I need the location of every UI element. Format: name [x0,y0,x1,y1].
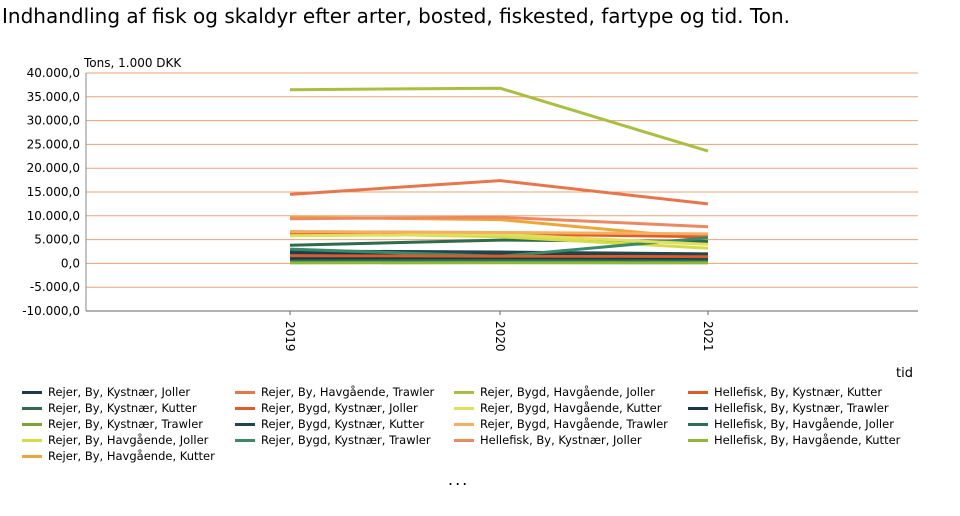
legend-label: Rejer, By, Havgående, Kutter [48,449,215,463]
legend-label: Hellefisk, By, Havgående, Kutter [714,433,901,447]
legend-swatch [688,423,708,426]
series-line[interactable] [289,232,709,246]
chart-title: Indhandling af fisk og skaldyr efter art… [2,4,790,28]
y-tick-label: 0,0 [61,256,80,270]
legend-label: Hellefisk, By, Havgående, Joller [714,417,894,431]
legend-item[interactable]: Rejer, Bygd, Havgående, Kutter [454,402,669,415]
legend-item[interactable]: Rejer, Bygd, Kystnær, Joller [235,402,450,415]
legend-item[interactable]: Rejer, Bygd, Kystnær, Trawler [235,434,450,447]
legend-swatch [22,455,42,458]
legend-item[interactable]: Hellefisk, By, Kystnær, Trawler [688,402,903,415]
legend-swatch [235,407,255,410]
legend: Rejer, By, Kystnær, Joller Rejer, By, Kys… [22,386,922,486]
legend-label: Rejer, Bygd, Kystnær, Joller [261,401,418,415]
legend-label: Hellefisk, By, Kystnær, Joller [480,433,642,447]
legend-swatch [454,423,474,426]
y-axis-unit-label: Tons, 1.000 DKK [84,56,182,70]
legend-label: Rejer, By, Kystnær, Joller [48,385,191,399]
legend-label: Hellefisk, By, Kystnær, Kutter [714,385,883,399]
legend-label: Rejer, Bygd, Kystnær, Kutter [261,417,425,431]
y-tick-label: -5.000,0 [30,280,80,294]
y-tick-label: 15.000,0 [27,185,80,199]
legend-item[interactable]: Rejer, Bygd, Havgående, Joller [454,386,669,399]
legend-label: Rejer, Bygd, Kystnær, Trawler [261,433,431,447]
legend-swatch [688,439,708,442]
y-tick-label: 35.000,0 [27,90,80,104]
legend-swatch [688,407,708,410]
legend-column: Rejer, By, Havgående, Trawler Rejer, Bygd… [235,386,450,450]
legend-label: Rejer, Bygd, Havgående, Kutter [480,401,662,415]
y-tick-label: 30.000,0 [27,114,80,128]
x-axis-title: tid [896,366,913,381]
legend-item[interactable]: Rejer, By, Havgående, Kutter [22,450,237,463]
legend-swatch [235,391,255,394]
legend-item[interactable]: Rejer, By, Kystnær, Joller [22,386,237,399]
x-tick-label: 2020 [493,321,507,352]
legend-item[interactable]: Rejer, Bygd, Havgående, Trawler [454,418,669,431]
legend-swatch [22,423,42,426]
legend-label: Rejer, By, Havgående, Trawler [261,385,435,399]
series-line[interactable] [289,179,709,206]
y-tick-label: 10.000,0 [27,209,80,223]
legend-label: Rejer, Bygd, Havgående, Trawler [480,417,668,431]
series-line[interactable] [289,215,709,229]
legend-column: Rejer, By, Kystnær, Joller Rejer, By, Kys… [22,386,237,466]
series-line[interactable] [289,86,709,153]
legend-swatch [454,439,474,442]
legend-more-indicator[interactable]: ... [448,470,470,489]
x-tick-label: 2019 [283,321,297,352]
series-line[interactable] [289,254,709,259]
gridlines [86,72,918,312]
y-tick-label: 5.000,0 [34,233,80,247]
legend-label: Rejer, Bygd, Havgående, Joller [480,385,655,399]
series-line[interactable] [289,259,709,263]
legend-item[interactable]: Rejer, Bygd, Kystnær, Kutter [235,418,450,431]
legend-swatch [235,423,255,426]
legend-column: Rejer, Bygd, Havgående, Joller Rejer, Byg… [454,386,669,450]
y-tick-label: 20.000,0 [27,161,80,175]
legend-swatch [22,439,42,442]
series-line[interactable] [289,230,709,236]
y-axis-ticks: 40.000,0 35.000,0 30.000,0 25.000,0 20.000,0… [22,66,80,318]
y-tick-label: 25.000,0 [27,137,80,151]
legend-swatch [235,439,255,442]
legend-item[interactable]: Hellefisk, By, Havgående, Kutter [688,434,903,447]
x-axis-ticks: 2019 2020 2021 [283,311,715,352]
legend-item[interactable]: Hellefisk, By, Kystnær, Kutter [688,386,903,399]
legend-label: Rejer, By, Kystnær, Kutter [48,401,197,415]
legend-item[interactable]: Rejer, By, Kystnær, Trawler [22,418,237,431]
legend-item[interactable]: Rejer, By, Havgående, Joller [22,434,237,447]
legend-swatch [454,391,474,394]
legend-item[interactable]: Rejer, By, Kystnær, Kutter [22,402,237,415]
legend-swatch [454,407,474,410]
legend-label: Rejer, By, Havgående, Joller [48,433,209,447]
legend-swatch [22,407,42,410]
y-tick-label: -10.000,0 [22,304,80,318]
legend-swatch [22,391,42,394]
series-lines [289,86,709,265]
y-tick-label: 40.000,0 [27,66,80,80]
legend-label: Rejer, By, Kystnær, Trawler [48,417,204,431]
legend-item[interactable]: Rejer, By, Havgående, Trawler [235,386,450,399]
legend-swatch [688,391,708,394]
legend-item[interactable]: Hellefisk, By, Havgående, Joller [688,418,903,431]
x-tick-label: 2021 [701,321,715,352]
legend-label: Hellefisk, By, Kystnær, Trawler [714,401,889,415]
legend-column: Hellefisk, By, Kystnær, Kutter Hellefisk,… [688,386,903,450]
legend-item[interactable]: Hellefisk, By, Kystnær, Joller [454,434,669,447]
